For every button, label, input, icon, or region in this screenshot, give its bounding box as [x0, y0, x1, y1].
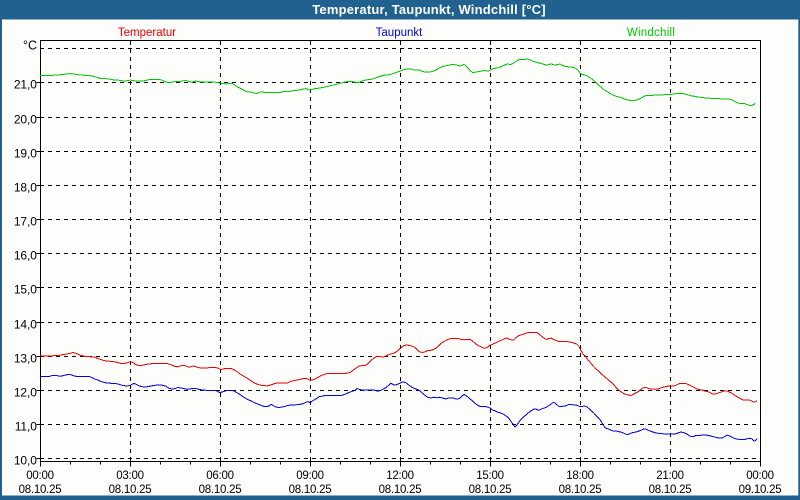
svg-text:08.10.25: 08.10.25	[199, 484, 242, 496]
svg-text:°C: °C	[23, 39, 37, 53]
svg-text:Taupunkt: Taupunkt	[376, 27, 423, 39]
svg-text:Temperatur: Temperatur	[118, 27, 176, 39]
svg-text:21,0: 21,0	[14, 78, 37, 92]
svg-text:00:00: 00:00	[26, 470, 54, 482]
svg-text:08.10.25: 08.10.25	[379, 484, 422, 496]
svg-text:06:00: 06:00	[206, 470, 234, 482]
svg-text:08.10.25: 08.10.25	[469, 484, 512, 496]
svg-text:08.10.25: 08.10.25	[19, 484, 62, 496]
svg-text:20,0: 20,0	[14, 113, 37, 127]
svg-text:13,0: 13,0	[14, 352, 37, 366]
svg-text:12:00: 12:00	[386, 470, 414, 482]
svg-text:21:00: 21:00	[656, 470, 684, 482]
svg-text:08.10.25: 08.10.25	[289, 484, 332, 496]
svg-text:14,0: 14,0	[14, 318, 37, 332]
svg-text:19,0: 19,0	[14, 147, 37, 161]
svg-text:10,0: 10,0	[14, 454, 37, 468]
svg-text:Temperatur, Taupunkt, Windchil: Temperatur, Taupunkt, Windchill [°C]	[312, 2, 546, 17]
svg-text:09:00: 09:00	[296, 470, 324, 482]
svg-text:09.10.25: 09.10.25	[739, 484, 782, 496]
svg-text:18:00: 18:00	[566, 470, 594, 482]
svg-text:08.10.25: 08.10.25	[109, 484, 152, 496]
svg-text:03:00: 03:00	[116, 470, 144, 482]
svg-text:15:00: 15:00	[476, 470, 504, 482]
svg-text:18,0: 18,0	[14, 181, 37, 195]
svg-text:12,0: 12,0	[14, 386, 37, 400]
svg-text:11,0: 11,0	[15, 420, 37, 434]
svg-text:17,0: 17,0	[14, 215, 37, 229]
svg-text:08.10.25: 08.10.25	[559, 484, 602, 496]
svg-text:Windchill: Windchill	[627, 27, 675, 39]
svg-text:00:00: 00:00	[746, 470, 774, 482]
svg-text:16,0: 16,0	[14, 249, 37, 263]
svg-text:15,0: 15,0	[14, 283, 37, 297]
svg-text:08.10.25: 08.10.25	[649, 484, 692, 496]
